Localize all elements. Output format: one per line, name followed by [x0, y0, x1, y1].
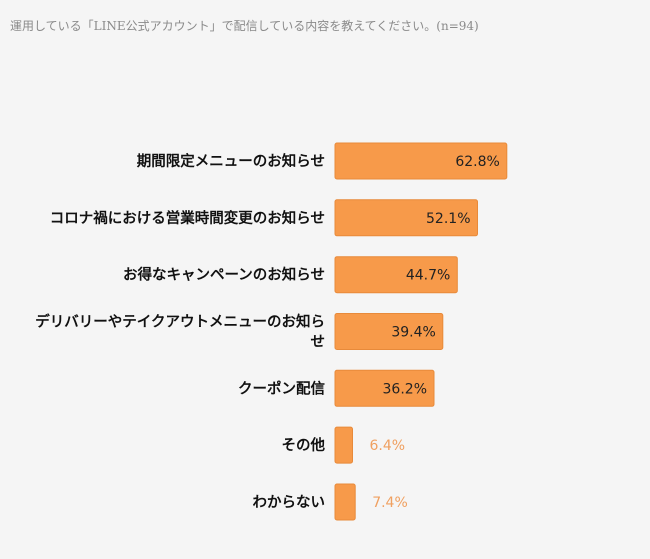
bar — [334, 256, 458, 294]
bar — [334, 142, 508, 180]
category-label: コロナ禍における営業時間変更のお知らせ — [50, 209, 325, 227]
data-label: 39.4% — [391, 325, 435, 341]
bar — [334, 313, 444, 350]
category-label: わからない — [253, 494, 326, 511]
bar — [334, 483, 356, 521]
chart-title: 運用している「LINE公式アカウント」で配信している内容を教えてください。(n=… — [10, 19, 479, 33]
category-label: せ — [311, 335, 326, 351]
bar — [334, 199, 478, 237]
category-label: お得なキャンペーンのお知らせ — [123, 266, 325, 284]
category-label: その他 — [282, 436, 326, 454]
bar — [334, 426, 353, 464]
data-label: 44.7% — [406, 268, 450, 284]
category-label: デリバリーやテイクアウトメニューのお知ら — [35, 313, 325, 331]
data-label: 62.8% — [455, 154, 499, 170]
data-label: 36.2% — [383, 381, 427, 397]
data-label: 6.4% — [370, 438, 406, 454]
data-label: 7.4% — [372, 495, 408, 511]
category-label: 期間限定メニューのお知らせ — [137, 152, 325, 170]
bar — [334, 369, 435, 407]
data-label: 52.1% — [426, 211, 470, 227]
category-label: クーポン配信 — [238, 379, 325, 397]
